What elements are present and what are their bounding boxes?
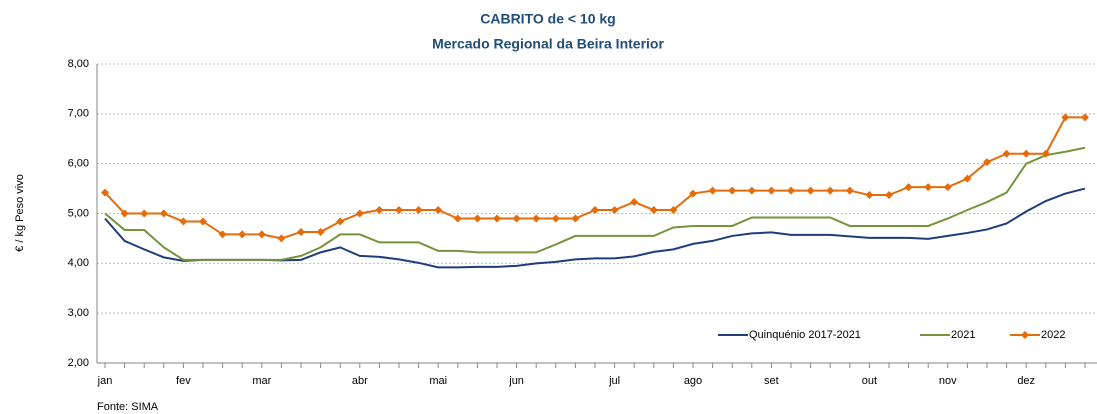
point-marker: [316, 227, 325, 236]
point-marker: [120, 209, 129, 218]
point-marker: [512, 214, 521, 223]
x-tick-label: nov: [939, 375, 957, 387]
point-marker: [669, 206, 678, 215]
point-marker: [728, 186, 737, 195]
y-tick-label: 4,00: [68, 257, 89, 269]
legend-label: 2022: [1041, 329, 1065, 341]
point-marker: [159, 209, 168, 218]
x-tick-label: mai: [429, 375, 447, 387]
x-tick-label: jun: [508, 375, 524, 387]
x-tick-label: jul: [608, 375, 620, 387]
point-marker: [630, 198, 639, 207]
point-marker: [179, 217, 188, 226]
point-marker: [140, 209, 149, 218]
legend-marker: [1021, 331, 1029, 339]
x-tick-label: abr: [352, 375, 368, 387]
y-tick-label: 3,00: [68, 307, 89, 319]
point-marker: [885, 191, 893, 200]
y-axis-label: € / kg Peso vivo: [14, 174, 26, 252]
point-marker: [355, 209, 364, 218]
point-marker: [336, 217, 345, 226]
y-tick-label: 6,00: [68, 158, 89, 170]
point-marker: [199, 217, 207, 226]
point-marker: [610, 206, 619, 215]
point-marker: [395, 206, 403, 215]
point-marker: [963, 174, 972, 183]
point-marker: [375, 206, 384, 215]
point-marker: [924, 183, 933, 192]
point-marker: [532, 214, 541, 223]
y-tick-label: 5,00: [68, 207, 89, 219]
point-marker: [904, 183, 913, 192]
point-marker: [238, 230, 247, 239]
point-marker: [1041, 149, 1050, 158]
point-marker: [747, 186, 756, 195]
point-marker: [943, 183, 952, 192]
point-marker: [845, 186, 854, 195]
chart-title: CABRITO de < 10 kg: [480, 11, 616, 27]
legend-label: 2021: [951, 329, 975, 341]
x-tick-label: out: [862, 375, 877, 387]
point-marker: [1061, 113, 1070, 122]
point-marker: [551, 214, 560, 223]
point-marker: [414, 206, 423, 215]
x-tick-label: set: [764, 375, 779, 387]
point-marker: [806, 186, 815, 195]
point-marker: [277, 234, 286, 243]
y-tick-label: 2,00: [68, 357, 89, 369]
source: Fonte: SIMA: [97, 401, 159, 413]
point-marker: [1022, 149, 1031, 158]
x-tick-label: fev: [176, 375, 191, 387]
point-marker: [865, 191, 874, 200]
point-marker: [101, 188, 109, 197]
series-line: [104, 146, 1086, 261]
x-tick-label: ago: [684, 375, 702, 387]
y-tick-label: 7,00: [68, 108, 89, 120]
point-marker: [1002, 149, 1011, 158]
point-marker: [571, 214, 580, 223]
x-tick-label: dez: [1017, 375, 1035, 387]
series-line: [104, 187, 1086, 269]
point-marker: [689, 189, 697, 198]
point-marker: [297, 227, 305, 236]
point-marker: [1081, 113, 1089, 122]
series-line: [104, 116, 1085, 240]
point-marker: [218, 230, 227, 239]
legend-label: Quinquénio 2017-2021: [749, 329, 861, 341]
point-marker: [983, 158, 991, 167]
point-marker: [493, 214, 501, 223]
point-marker: [787, 186, 795, 195]
x-tick-label: mar: [252, 375, 271, 387]
x-tick-label: jan: [97, 375, 113, 387]
point-marker: [434, 206, 443, 215]
point-marker: [767, 186, 776, 195]
point-marker: [649, 206, 658, 215]
point-marker: [826, 186, 835, 195]
point-marker: [473, 214, 482, 223]
chart-subtitle: Mercado Regional da Beira Interior: [432, 36, 664, 52]
point-marker: [257, 230, 266, 239]
y-tick-label: 8,00: [68, 58, 89, 70]
point-marker: [591, 206, 599, 215]
point-marker: [453, 214, 462, 223]
point-marker: [708, 186, 717, 195]
